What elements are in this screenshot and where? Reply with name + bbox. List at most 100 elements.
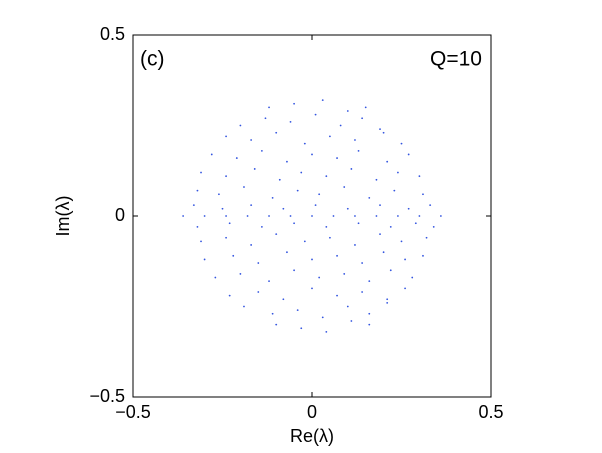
point [329, 236, 331, 239]
x-tick-label: 0 [307, 402, 317, 422]
point [357, 222, 360, 225]
point [368, 280, 371, 283]
point [275, 233, 278, 236]
point [282, 207, 285, 210]
point [200, 171, 202, 174]
point [268, 215, 270, 217]
point [339, 124, 342, 127]
point [425, 236, 428, 239]
point [243, 305, 245, 308]
point [379, 128, 381, 131]
point [400, 240, 403, 243]
point [361, 291, 364, 293]
point [250, 139, 253, 141]
point [271, 197, 274, 199]
point [325, 225, 328, 228]
point [314, 113, 317, 116]
point [293, 269, 295, 272]
point [214, 276, 217, 279]
y-axis-label: Im(λ) [53, 196, 73, 237]
point [239, 124, 242, 127]
point [375, 178, 378, 181]
point [225, 175, 227, 178]
point [257, 262, 260, 264]
point [275, 323, 278, 326]
point [336, 157, 338, 159]
point [343, 273, 346, 275]
point [422, 254, 424, 257]
point [311, 153, 313, 156]
point [311, 258, 313, 261]
point [386, 298, 389, 301]
point [429, 204, 432, 207]
point [289, 120, 292, 123]
point [414, 222, 417, 225]
point [350, 168, 353, 170]
point [375, 215, 378, 217]
point [397, 171, 399, 174]
point [343, 186, 346, 188]
point [225, 236, 227, 239]
point [221, 207, 224, 210]
point [196, 225, 199, 228]
point [361, 117, 364, 120]
point [293, 102, 295, 105]
point [300, 327, 303, 330]
point [203, 215, 206, 217]
point [350, 320, 353, 322]
point [203, 258, 206, 261]
point [382, 251, 385, 254]
point [336, 294, 338, 297]
point [386, 160, 389, 163]
point [225, 135, 227, 138]
x-tick-label: 0.5 [478, 402, 503, 422]
point [239, 273, 242, 275]
point [325, 175, 328, 178]
point [232, 254, 235, 257]
point [275, 131, 278, 134]
point [329, 135, 331, 138]
point [404, 287, 406, 290]
point [368, 312, 371, 315]
point [278, 178, 281, 181]
point [311, 287, 313, 290]
point [404, 258, 406, 261]
point [411, 276, 414, 279]
point [200, 240, 202, 243]
point [318, 276, 321, 279]
y-tick-label: 0 [115, 205, 125, 225]
point [253, 168, 256, 170]
point [418, 215, 421, 217]
point [368, 323, 371, 326]
point [346, 110, 349, 112]
point [296, 189, 299, 192]
y-tick-label: 0.5 [100, 24, 125, 44]
point [346, 207, 349, 210]
point [300, 171, 303, 174]
point [407, 207, 410, 210]
y-tick-label: −0.5 [89, 386, 125, 406]
point [439, 215, 442, 217]
x-tick-label: −0.5 [115, 402, 151, 422]
point [321, 316, 324, 319]
point [182, 215, 185, 217]
point [225, 215, 227, 217]
point [332, 215, 335, 217]
point [354, 215, 356, 217]
point [271, 312, 274, 315]
point [407, 153, 410, 156]
point [218, 193, 220, 196]
point [397, 215, 399, 217]
point [400, 142, 403, 145]
point [314, 204, 317, 207]
point [296, 309, 299, 312]
point [361, 262, 364, 264]
point [257, 291, 260, 293]
point [250, 244, 253, 246]
point [422, 193, 424, 196]
point [235, 157, 238, 159]
point [228, 294, 231, 297]
point [354, 139, 356, 141]
point [432, 225, 435, 228]
